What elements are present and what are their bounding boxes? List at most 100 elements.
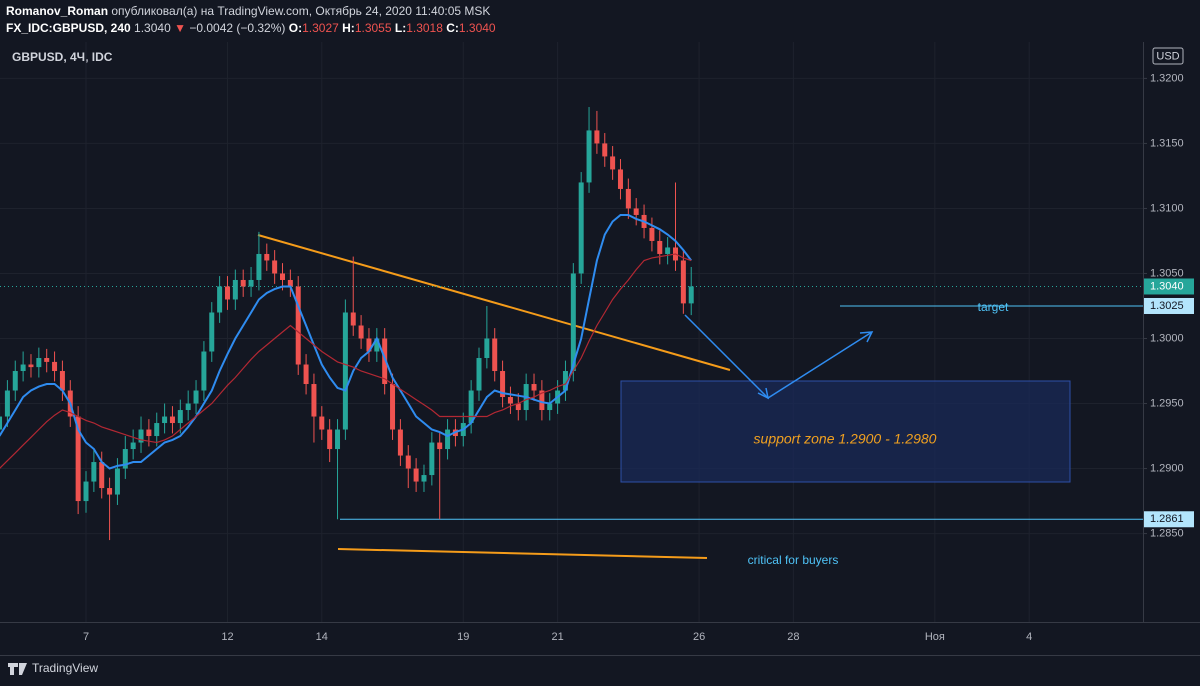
currency-box [1152, 47, 1184, 65]
price-axis-bg [1143, 42, 1200, 655]
candle-body [75, 416, 81, 502]
x-tick-label: 12 [221, 631, 233, 643]
candle-body [594, 130, 600, 144]
chart-title: GBPUSD, 4Ч, IDC [12, 50, 113, 64]
trend-line [337, 548, 708, 559]
candle-body [397, 429, 403, 456]
candle-body [0, 416, 3, 430]
candle-body [515, 403, 521, 411]
candle-body [162, 416, 168, 424]
candle-body [445, 429, 451, 450]
candle-body [209, 312, 215, 352]
candle-body [562, 371, 568, 391]
support-zone [620, 380, 1071, 483]
candle-body [507, 397, 513, 404]
c: 1.3040 [458, 21, 496, 35]
arrow-head [757, 387, 770, 400]
candle-body [539, 390, 545, 411]
candle-body [272, 260, 278, 274]
header-line: FX_IDC:GBPUSD, 240 1.3040 ▼ −0.0042 (−0.… [6, 20, 496, 37]
candle-body [52, 361, 58, 372]
published: опубликовал(а) на TradingView.com, Октяб… [111, 4, 491, 18]
symbol: FX_IDC:GBPUSD, 240 [6, 21, 131, 35]
currency: USD [1156, 50, 1179, 62]
candle-body [547, 403, 553, 411]
candle-body [154, 423, 160, 437]
candle-body [366, 338, 372, 352]
price-label-bg [1144, 278, 1194, 295]
candle-body [319, 416, 325, 430]
candle-body [99, 462, 105, 489]
y-tick-label: 1.2900 [1150, 462, 1184, 474]
header: Romanov_Roman опубликовал(а) на TradingV… [6, 3, 496, 37]
candle-body [625, 188, 631, 209]
candle-body [44, 358, 50, 362]
candle-body [20, 364, 26, 372]
price-label: 1.3025 [1150, 300, 1184, 312]
candle-body [578, 182, 584, 274]
y-tick-label: 1.3200 [1150, 72, 1184, 84]
candle-body [358, 325, 364, 339]
candle-body [382, 338, 388, 385]
logo-icon [8, 663, 27, 675]
last: 1.3040 [134, 21, 171, 35]
candle-body [91, 462, 97, 482]
candle-body [107, 488, 113, 495]
candle-body [4, 390, 10, 417]
critical-label: critical for buyers [748, 553, 839, 567]
candle-body [217, 286, 223, 313]
y-tick-label: 1.2950 [1150, 397, 1184, 409]
x-tick-label: 7 [83, 631, 89, 643]
candle-body [688, 286, 694, 304]
price-label: 1.3040 [1150, 280, 1184, 292]
candle-body [295, 286, 301, 365]
candle-body [350, 312, 356, 326]
candle-body [602, 143, 608, 157]
o-label: O: [288, 21, 303, 35]
candle-body [287, 279, 293, 287]
candle-body [665, 247, 671, 254]
candle-body [12, 371, 18, 391]
x-tick-label: 19 [457, 631, 469, 643]
c-label: C: [446, 21, 459, 35]
candle-body [342, 312, 348, 430]
candle-body [177, 410, 183, 424]
candle-body [390, 384, 396, 430]
h: 1.3055 [354, 21, 392, 35]
arrow-head [859, 331, 874, 343]
l-label: L: [394, 21, 407, 35]
candle-body [114, 468, 120, 495]
candle-body [429, 442, 435, 476]
candle-body [500, 371, 506, 398]
candle-body [421, 475, 427, 482]
candle-body [122, 449, 128, 469]
candle-body [311, 384, 317, 417]
target-label: target [978, 300, 1009, 314]
candle-body [586, 130, 592, 183]
price-label-bg [1144, 297, 1194, 314]
x-tick-label: Ноя [925, 631, 945, 643]
change: −0.0042 (−0.32%) [189, 21, 286, 35]
candle-body [610, 156, 616, 170]
candle-body [476, 358, 482, 391]
candle-body [657, 240, 663, 254]
candle-body [193, 390, 199, 404]
y-tick-label: 1.3000 [1150, 332, 1184, 344]
candle-body [185, 403, 191, 411]
candle-body [201, 351, 207, 391]
candle-body [138, 429, 144, 443]
l: 1.3018 [406, 21, 443, 35]
y-tick-label: 1.3150 [1150, 137, 1184, 149]
x-tick-label: 28 [787, 631, 799, 643]
candle-body [256, 253, 262, 280]
candle-body [264, 253, 270, 261]
moving-average [0, 214, 692, 470]
candle-body [28, 364, 34, 368]
candle-body [232, 279, 238, 300]
price-label: 1.2861 [1150, 513, 1184, 525]
candle-body [570, 273, 576, 372]
candle-body [36, 358, 42, 368]
trend-line [257, 234, 731, 371]
moving-average [0, 253, 692, 469]
